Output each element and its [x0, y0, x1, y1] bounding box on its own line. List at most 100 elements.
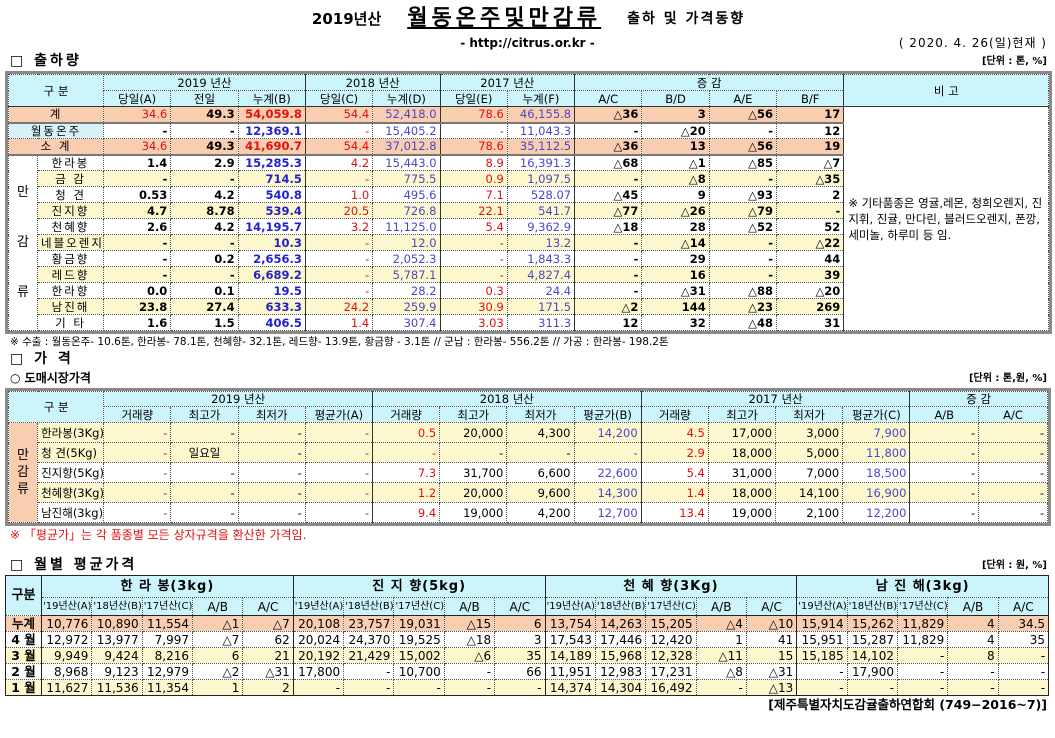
column-header: '18년산(B) [846, 597, 898, 616]
cell-value: - [997, 647, 1050, 664]
shipment-section-title: □ 출하량 [10, 53, 82, 69]
cell-value: 17,900 [846, 663, 898, 680]
cell-value: - [909, 482, 980, 503]
cell-value: 5,000 [775, 442, 844, 463]
cell-value: - [237, 442, 306, 463]
row-label: 진지향(5Kg) [37, 462, 105, 483]
column-header: A/C [242, 597, 294, 616]
cell-value: - [103, 502, 172, 523]
row-label: 청 견 [36, 186, 105, 203]
cell-value: △15 [443, 615, 496, 632]
cell-value: 4,300 [506, 422, 575, 443]
cell-value: 12,200 [842, 502, 911, 523]
column-header: A/C [574, 90, 643, 107]
row-label: 한라봉 [36, 154, 105, 171]
column-header: '18년산(B) [91, 597, 143, 616]
cell-value: 2,100 [775, 502, 844, 523]
cell-value: - [708, 234, 778, 251]
cell-value: △45 [574, 186, 643, 203]
cell-value: - [574, 266, 643, 283]
column-header: A/B [192, 597, 244, 616]
cell-value: 3 [641, 106, 710, 123]
cell-value: 54.4 [304, 106, 374, 123]
cell-value: 7.1 [439, 186, 508, 203]
row-label: 2 월 [5, 663, 42, 680]
cell-value: 34.6 [103, 138, 172, 155]
cell-value: - [170, 122, 239, 139]
row-label: 청 견(5Kg) [37, 442, 105, 463]
cell-value: △56 [708, 138, 778, 155]
header-category: 구 분 [7, 391, 105, 423]
cell-value: 17,000 [707, 422, 777, 443]
cell-value: 5.4 [439, 218, 508, 235]
cell-value: 54.4 [304, 138, 374, 155]
cell-value: 22,600 [573, 462, 642, 483]
price-unit: [단위 : 톤,원, %] [968, 373, 1047, 384]
cell-value: 24,370 [343, 631, 395, 648]
cell-value: 2 [775, 186, 845, 203]
cell-value: 31,700 [439, 462, 508, 483]
cell-value: 15,443.0 [372, 154, 441, 171]
cell-value: 15,205 [645, 615, 697, 632]
cell-value: 6 [192, 647, 244, 664]
cell-value: - [343, 679, 395, 696]
cell-value: 12,700 [573, 502, 642, 523]
shipment-table: 구 분 2019 년산 2018 년산 2017 년산 증 감 비 고 당일(A… [4, 71, 1053, 334]
column-header: A/B [443, 597, 496, 616]
table-row: 네블오렌지 - -10.3-12.0-13.2- △14- △22 [9, 234, 1049, 251]
cell-value: 14,195.7 [237, 218, 306, 235]
cell-value: 54,059.8 [237, 106, 306, 123]
table-row: 레드향 - -6,689.2-5,787.1-4,827.4-16-39 [9, 266, 1049, 283]
cell-value: 0.5 [371, 422, 441, 443]
cell-value: 35 [494, 647, 546, 664]
column-header: '19년산(A) [40, 597, 93, 616]
cell-value: - [443, 663, 496, 680]
website-link[interactable]: - http://citrus.or.kr - [460, 36, 595, 50]
cell-value: - [292, 679, 345, 696]
cell-value: 406.5 [237, 314, 306, 331]
cell-value: - [775, 202, 845, 219]
row-label: 황금향 [36, 250, 105, 267]
cell-value: - [909, 462, 980, 483]
column-header: B/D [641, 90, 710, 107]
cell-value: 2.9 [170, 154, 239, 171]
cell-value: 7,900 [842, 422, 911, 443]
cell-value: - [896, 679, 949, 696]
table-row: 4 월 12,972 13,977 7,997 △7 62 20,024 24,370 19,5… [5, 631, 1050, 648]
cell-value: 13.4 [640, 502, 709, 523]
cell-value: 12,983 [594, 663, 647, 680]
cell-value: 5,787.1 [372, 266, 441, 283]
column-header: A/B [947, 597, 999, 616]
cell-value: 16,492 [645, 679, 697, 696]
column-header: 최저가 [506, 406, 575, 423]
cell-value: - [103, 122, 172, 139]
table-row: 남진해 23.8 27.4 633.3 24.2 259.9 30.9 171.5 △2 144 △… [9, 298, 1049, 315]
cell-value: 11,043.3 [506, 122, 576, 139]
cell-value: △85 [708, 154, 778, 171]
cell-value: 19,000 [707, 502, 777, 523]
row-label: 누계 [5, 615, 42, 632]
cell-value: 1,843.3 [506, 250, 576, 267]
cell-value: 11,800 [842, 442, 911, 463]
cell-value: - [997, 663, 1050, 680]
cell-value: 28 [641, 218, 710, 235]
column-header: 최고가 [439, 406, 508, 423]
cell-value: - [371, 442, 441, 463]
cell-value: - [304, 170, 374, 187]
cell-value: △68 [574, 154, 643, 171]
cell-value: 3.03 [439, 314, 508, 331]
cell-value: 11,829 [896, 631, 949, 648]
cell-value: 39 [775, 266, 845, 283]
cell-value: 15,951 [796, 631, 848, 648]
cell-value: - [909, 422, 980, 443]
row-label: 4 월 [5, 631, 42, 648]
cell-value: - [796, 679, 848, 696]
remarks-cell: ※ 기타품종은 영귤,레몬, 청희오렌지, 진지휘, 진귤, 만다린, 블러드오… [843, 106, 1050, 331]
column-header: '18년산(B) [594, 597, 647, 616]
cell-value: 9 [641, 186, 710, 203]
cell-value: 9,123 [91, 663, 143, 680]
cell-value: - [574, 250, 643, 267]
cell-value: 4 [947, 631, 999, 648]
cell-value: △7 [775, 154, 845, 171]
cell-value: 4.7 [103, 202, 172, 219]
